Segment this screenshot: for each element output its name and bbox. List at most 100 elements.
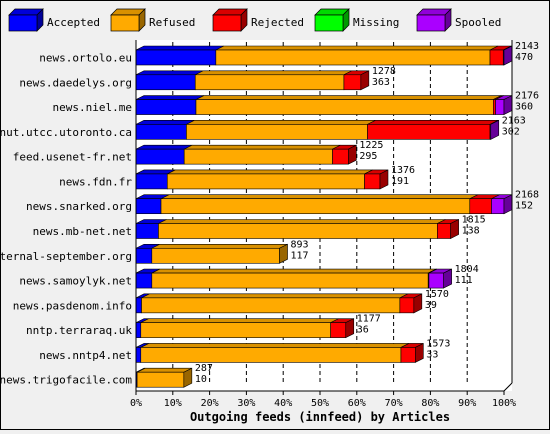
- bar-segment-accepted: [135, 99, 197, 115]
- bar-segment-spooled: [495, 99, 505, 115]
- bar-side: [348, 144, 357, 165]
- category-label: eternal-september.org: [1, 250, 132, 263]
- bar-segment-accepted: [135, 347, 142, 363]
- bar-secondary-label: 111: [455, 275, 473, 286]
- legend-item-refused: Refused: [110, 8, 195, 32]
- x-tick-label: 70%: [385, 398, 403, 409]
- axes: 0% 10% 20% 30% 40% 50% 60% 70% 80% 90% 100%: [130, 40, 516, 409]
- bar-segment-top: [140, 318, 339, 323]
- bar-secondary-label: 191: [391, 176, 409, 187]
- category-label: news.samoylyk.net: [19, 275, 132, 288]
- bar-total-label: 2143: [515, 41, 539, 52]
- category-label: news.snarked.org: [26, 200, 132, 213]
- bar-segment-top: [167, 169, 373, 175]
- bar-segment-refused: [158, 223, 438, 239]
- bar-secondary-label: 138: [462, 226, 480, 237]
- bar-segment-top: [158, 219, 446, 224]
- bar-secondary-label: 152: [515, 201, 533, 212]
- bar-total-label: 1177: [357, 314, 381, 325]
- bar-segment-top: [215, 45, 499, 51]
- bar-segment-refused: [215, 49, 491, 66]
- bar-total-label: 893: [291, 239, 309, 250]
- bar-segment-accepted: [135, 247, 153, 264]
- bar-segment-top: [135, 45, 224, 51]
- bar-total-label: 2168: [515, 190, 539, 201]
- x-tick-label: 40%: [274, 398, 292, 409]
- bar-secondary-label: 33: [426, 349, 438, 360]
- category-label: nut.utcc.utoronto.ca: [1, 126, 132, 139]
- bar-total-label: 2163: [502, 115, 526, 126]
- bar-segment-accepted: [135, 173, 168, 190]
- bar-segment-top: [140, 343, 410, 348]
- bar-secondary-label: 295: [359, 151, 377, 162]
- x-axis-depth: [503, 382, 513, 392]
- x-tick-label: 30%: [237, 398, 255, 409]
- bar-side: [415, 342, 424, 363]
- bar-segment-top: [141, 293, 408, 299]
- bar-total-label: 1570: [425, 289, 449, 300]
- legend-label: Refused: [149, 16, 195, 29]
- bar-secondary-label: 360: [515, 102, 533, 113]
- bar-segment-spooled: [428, 272, 444, 289]
- category-label: news.ortolo.eu: [39, 52, 132, 65]
- bar-segment-accepted: [135, 124, 187, 140]
- category-label: news.daedelys.org: [19, 76, 132, 89]
- category-label: news.pasdenom.info: [13, 299, 132, 312]
- bar-total-label: 1376: [391, 165, 415, 176]
- bar-side: [279, 243, 288, 264]
- category-label: nntp.terraraq.uk: [26, 324, 132, 337]
- bar-segment-accepted: [135, 148, 185, 165]
- bar-segment-refused: [151, 272, 429, 289]
- bar-segment-refused: [183, 148, 333, 165]
- bar-segment-refused: [194, 74, 345, 91]
- x-tick-label: 100%: [492, 398, 516, 409]
- bar-segment-top: [195, 95, 502, 100]
- x-axis-label: Outgoing feeds (innfeed) by Articles: [190, 410, 450, 424]
- x-tick-label: 10%: [164, 398, 182, 409]
- legend-item-missing: Missing: [314, 8, 399, 32]
- bar-segment-refused: [186, 124, 368, 140]
- legend-label: Missing: [353, 16, 399, 29]
- bar-side: [450, 219, 459, 239]
- bar-side: [443, 268, 452, 289]
- bar-side: [345, 318, 355, 339]
- category-label: news.trigofacile.com: [1, 374, 132, 387]
- x-tick-label: 90%: [458, 398, 476, 409]
- legend-swatch: [110, 14, 140, 32]
- bar-segment-rejected: [399, 297, 415, 314]
- bar-segment-rejected: [400, 347, 416, 363]
- bar-secondary-label: 117: [291, 250, 309, 261]
- bar-segment-top: [160, 194, 478, 200]
- bar-segment-top: [151, 243, 288, 249]
- bar-total-label: 1225: [359, 140, 383, 151]
- legend-swatch: [8, 14, 38, 32]
- legend-label: Accepted: [47, 16, 100, 29]
- bar-segment-accepted: [135, 49, 217, 66]
- category-label: news.mb-net.net: [33, 225, 132, 238]
- bar-segment-top: [184, 144, 341, 150]
- bar-segment-refused: [195, 99, 494, 115]
- legend: Accepted Refused Rejected Missing Spooled: [8, 8, 501, 32]
- bar-secondary-label: 10: [195, 374, 207, 385]
- bar-side: [360, 70, 370, 91]
- bar-segment-refused: [160, 198, 471, 215]
- bar-segment-top: [195, 70, 353, 76]
- x-tick-label: 0%: [130, 398, 142, 409]
- bar-side: [183, 367, 193, 388]
- bar-segment-refused: [136, 371, 185, 388]
- bar-total-label: 1815: [462, 215, 486, 226]
- bar-secondary-label: 302: [502, 126, 520, 137]
- bar-secondary-label: 39: [425, 300, 437, 311]
- bar-segment-refused: [140, 347, 402, 363]
- category-label: news.niel.me: [53, 101, 132, 114]
- bar-segment-top: [135, 144, 193, 150]
- bar-segment-top: [135, 95, 205, 100]
- bar-segment-rejected: [437, 223, 451, 239]
- bar-segment-top: [135, 70, 204, 76]
- bar-segment-refused: [140, 322, 331, 338]
